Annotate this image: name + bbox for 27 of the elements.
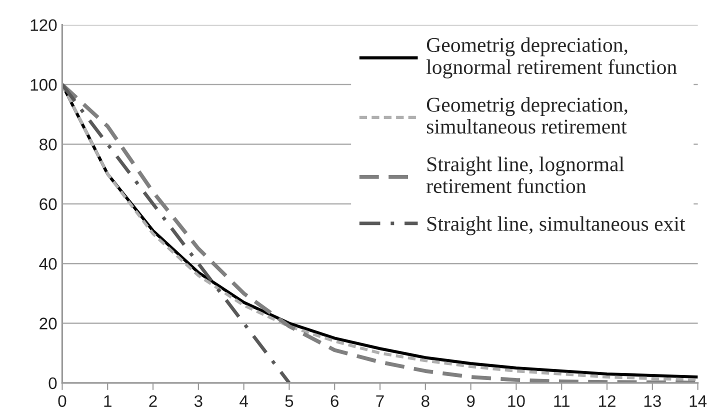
x-tick-label: 5 bbox=[285, 395, 294, 407]
x-tick-label: 9 bbox=[466, 395, 475, 407]
x-tick-label: 6 bbox=[330, 395, 339, 407]
x-tick-label: 0 bbox=[58, 395, 66, 407]
x-tick-label: 2 bbox=[149, 395, 157, 407]
y-tick-label: 100 bbox=[30, 78, 57, 91]
x-tick-label: 12 bbox=[599, 395, 616, 407]
legend-label: Geometrig depreciation, lognormal retirement function bbox=[426, 37, 677, 78]
legend-label: Straight line, simultaneous exit bbox=[427, 216, 686, 236]
x-tick-label: 11 bbox=[554, 395, 570, 407]
y-tick-label: 40 bbox=[39, 258, 57, 270]
x-tick-label: 8 bbox=[422, 395, 430, 407]
y-tick-label: 120 bbox=[30, 19, 57, 32]
x-tick-label: 13 bbox=[644, 395, 661, 407]
x-tick-label: 7 bbox=[376, 395, 384, 407]
x-tick-label: 10 bbox=[508, 395, 525, 407]
legend-label: Geometrig depreciation, simultaneous retirement bbox=[426, 97, 628, 134]
x-tick-label: 3 bbox=[194, 395, 202, 407]
x-tick-label: 4 bbox=[240, 395, 248, 407]
y-tick-label: 80 bbox=[40, 138, 57, 150]
y-tick-label: 60 bbox=[40, 198, 57, 210]
x-tick-label: 1 bbox=[104, 395, 112, 407]
x-tick-label: 14 bbox=[690, 395, 707, 407]
legend-label: Straight line, lognormal retirement function bbox=[426, 156, 624, 194]
line-series bbox=[62, 82, 291, 383]
y-tick-label: 20 bbox=[40, 318, 57, 330]
y-tick-label: 0 bbox=[48, 377, 57, 390]
